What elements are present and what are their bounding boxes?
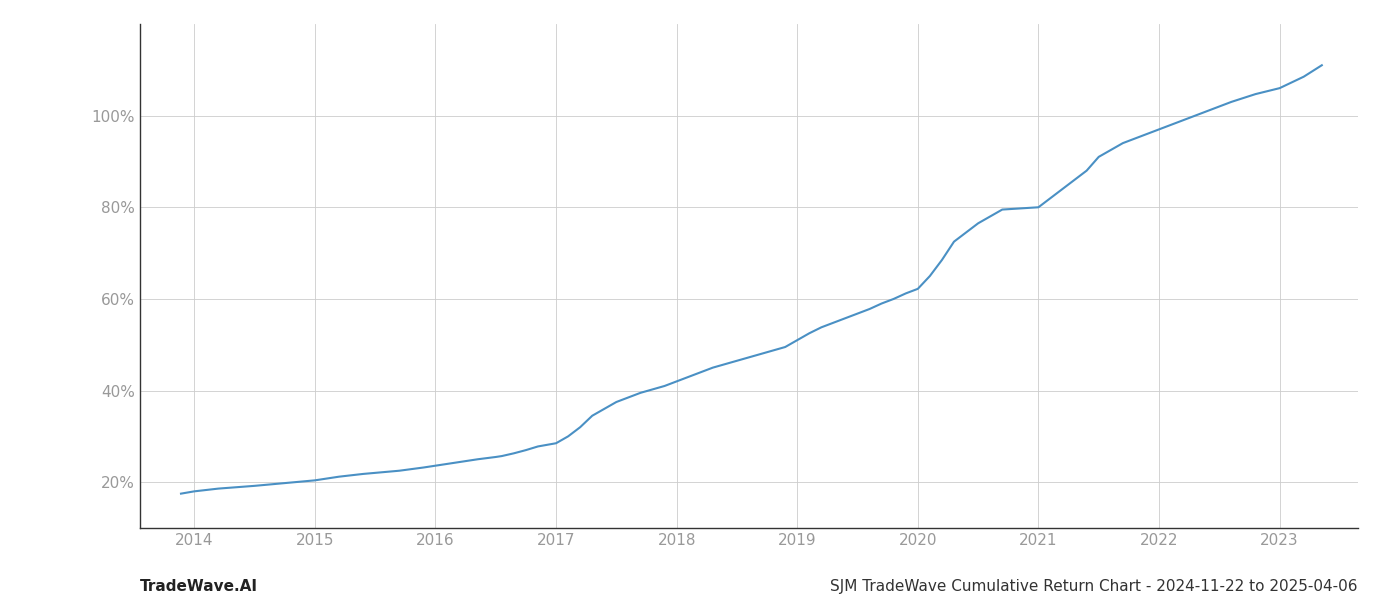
- Text: SJM TradeWave Cumulative Return Chart - 2024-11-22 to 2025-04-06: SJM TradeWave Cumulative Return Chart - …: [830, 579, 1358, 594]
- Text: TradeWave.AI: TradeWave.AI: [140, 579, 258, 594]
